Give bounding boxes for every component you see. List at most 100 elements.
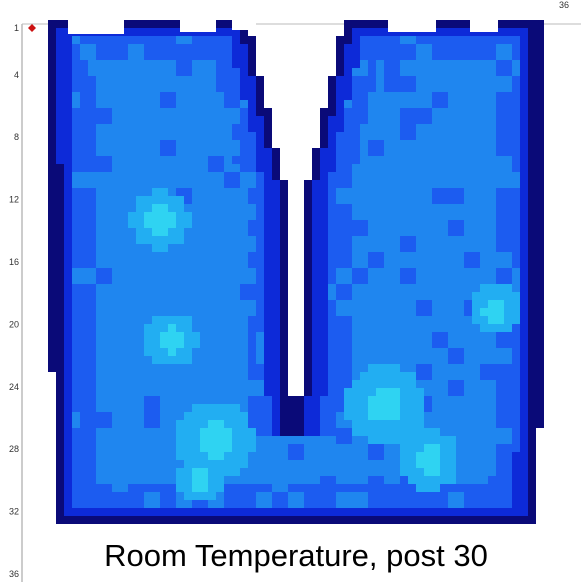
heatmap-cell	[352, 340, 432, 348]
heatmap-cell	[280, 340, 288, 348]
heatmap-cell	[96, 348, 144, 356]
heatmap-cell	[64, 292, 72, 300]
heatmap-cell	[280, 316, 288, 324]
heatmap-cell	[344, 44, 360, 52]
heatmap-cell	[400, 452, 416, 460]
heatmap-cell	[464, 348, 512, 356]
heatmap-cell	[160, 396, 248, 404]
heatmap-cell	[72, 492, 144, 500]
heatmap-cell	[96, 476, 176, 484]
heatmap-cell	[344, 124, 360, 132]
heatmap-cell	[256, 244, 264, 252]
heatmap-cell	[416, 484, 440, 492]
heatmap-cell	[472, 292, 520, 300]
heatmap-cell	[368, 228, 448, 236]
heatmap-cell	[48, 164, 64, 172]
heatmap-cell	[224, 420, 248, 428]
heatmap-cell	[480, 284, 512, 292]
heatmap-cell	[464, 260, 480, 268]
heatmap-cell	[248, 52, 256, 60]
heatmap-cell	[56, 84, 72, 92]
heatmap-cell	[312, 188, 328, 196]
heatmap-cell	[144, 404, 160, 412]
heatmap-cell	[472, 300, 488, 308]
heatmap-cell	[256, 148, 272, 156]
heatmap-cell	[496, 188, 520, 196]
heatmap-cell	[48, 156, 56, 164]
heatmap-cell	[56, 92, 72, 100]
heatmap-cell	[488, 300, 504, 308]
heatmap-cell	[520, 252, 528, 260]
heatmap-cell	[72, 76, 96, 84]
heatmap-cell	[304, 268, 312, 276]
heatmap-cell	[48, 52, 56, 60]
heatmap-cell	[264, 284, 280, 292]
heatmap-cell	[352, 276, 368, 284]
heatmap-cell	[528, 316, 544, 324]
heatmap-cell	[72, 284, 96, 292]
heatmap-cell	[336, 300, 416, 308]
heatmap-notch	[470, 20, 498, 32]
heatmap-cell	[256, 340, 264, 348]
heatmap-cell	[184, 196, 192, 204]
heatmap-cell	[272, 404, 280, 412]
heatmap-cell	[64, 444, 72, 452]
heatmap-cell	[368, 268, 400, 276]
heatmap-cell	[72, 500, 144, 508]
heatmap-cell	[168, 204, 184, 212]
heatmap-cell	[312, 356, 328, 364]
heatmap-cell	[328, 196, 336, 204]
heatmap-cell	[400, 444, 424, 452]
heatmap-cell	[248, 116, 264, 124]
heatmap-cell	[336, 164, 352, 172]
heatmap-cell	[336, 92, 352, 100]
heatmap-cell	[256, 156, 272, 164]
heatmap-cell	[280, 372, 288, 380]
heatmap-cell	[520, 372, 528, 380]
y-tick-label: 24	[9, 382, 19, 392]
heatmap-cell	[368, 444, 384, 452]
heatmap-cell	[192, 36, 232, 44]
heatmap-cell	[248, 196, 264, 204]
y-tick-label: 1	[14, 23, 19, 33]
heatmap-cell	[72, 52, 80, 60]
heatmap-cell	[48, 148, 56, 156]
heatmap-cell	[256, 356, 264, 364]
heatmap-cell	[520, 52, 528, 60]
heatmap-cell	[360, 148, 368, 156]
heatmap-cell	[96, 52, 128, 60]
heatmap-cell	[256, 204, 264, 212]
heatmap-notch	[180, 20, 216, 32]
heatmap-cell	[48, 28, 56, 36]
heatmap-cell	[72, 468, 96, 476]
heatmap-cell	[112, 108, 240, 116]
heatmap-cell	[152, 316, 192, 324]
heatmap-cell	[256, 92, 264, 100]
heatmap-cell	[256, 140, 264, 148]
heatmap-cell	[224, 500, 256, 508]
heatmap-cell	[56, 452, 64, 460]
heatmap-cell	[96, 452, 176, 460]
heatmap-cell	[280, 180, 288, 188]
heatmap-cell	[424, 396, 432, 404]
heatmap-cell	[96, 244, 152, 252]
heatmap-cell	[352, 252, 368, 260]
heatmap-cell	[312, 300, 328, 308]
heatmap-cell	[72, 116, 112, 124]
heatmap-cell	[280, 332, 288, 340]
heatmap-cell	[96, 380, 264, 388]
heatmap-cell	[528, 236, 544, 244]
heatmap-cell	[48, 84, 56, 92]
heatmap-cell	[56, 116, 72, 124]
heatmap-cell	[96, 124, 232, 132]
heatmap-cell	[96, 444, 176, 452]
heatmap-cell	[312, 332, 328, 340]
heatmap-cell	[456, 468, 496, 476]
heatmap-cell	[360, 36, 400, 44]
heatmap-cell	[72, 244, 96, 252]
heatmap-cell	[368, 276, 400, 284]
heatmap-cell	[520, 260, 528, 268]
heatmap-cell	[112, 276, 256, 284]
heatmap-cell	[304, 380, 312, 388]
heatmap-cell	[56, 436, 64, 444]
